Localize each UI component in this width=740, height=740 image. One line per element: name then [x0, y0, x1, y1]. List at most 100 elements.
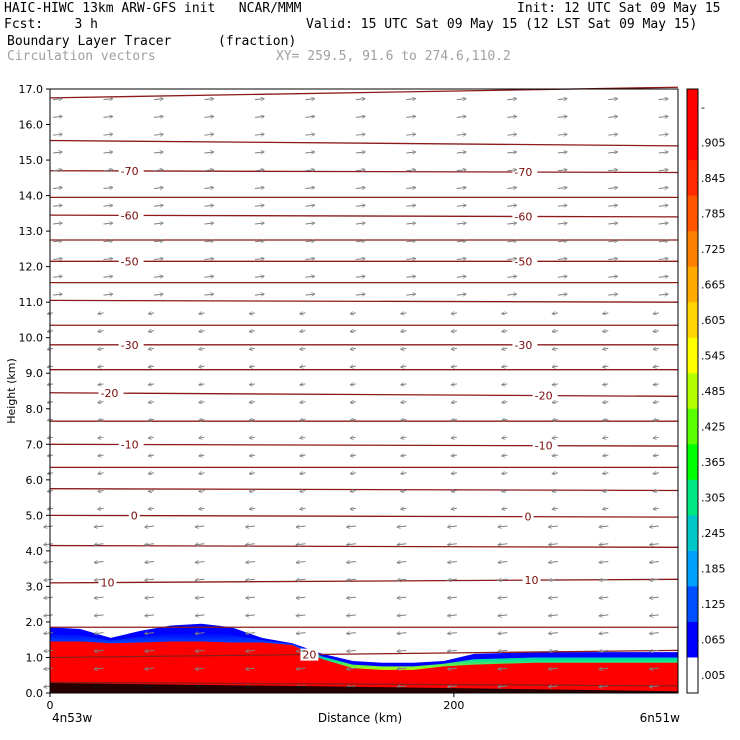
temperature-contour [49, 392, 679, 397]
circulation-vector [149, 331, 155, 332]
circulation-vector [347, 650, 356, 651]
right-endpoint-label: 6n51w [640, 711, 681, 725]
colorbar-label: .305 [701, 492, 726, 505]
circulation-vector [94, 562, 104, 563]
circulation-vector [153, 187, 163, 188]
circulation-vector [199, 348, 205, 349]
circulation-vector [199, 313, 205, 314]
circulation-vector [406, 205, 415, 206]
circulation-vector [502, 473, 508, 474]
circulation-vector [599, 615, 609, 616]
circulation-vector [355, 134, 365, 135]
contour-label: 0 [131, 510, 138, 523]
circulation-vector [498, 562, 508, 563]
circulation-vector [149, 508, 155, 509]
colorbar-swatch [687, 195, 698, 232]
circulation-vector [305, 187, 314, 188]
circulation-vector [350, 331, 356, 332]
circulation-vector [549, 597, 558, 598]
circulation-vector [658, 223, 668, 224]
circulation-vector [246, 615, 255, 616]
circulation-vector [44, 544, 54, 545]
contour-label-bg [128, 509, 140, 522]
circulation-vector [199, 455, 205, 456]
colorbar: - .905 .845 .785 .725 .665 .605 .545 .485 .425 .36… [686, 88, 726, 694]
contour-label: -60 [121, 209, 139, 222]
circulation-vector [153, 99, 163, 100]
circulation-vector [658, 276, 668, 277]
circulation-vector [451, 313, 457, 314]
colorbar-label: .185 [701, 563, 726, 576]
circulation-vector [52, 223, 62, 224]
circulation-vector [52, 294, 62, 295]
circulation-vector [254, 134, 264, 135]
circulation-vector [608, 223, 617, 224]
circulation-vector [204, 116, 213, 117]
circulation-vector [507, 134, 516, 135]
circulation-vector [103, 152, 112, 153]
circulation-vector [557, 99, 567, 100]
circulation-vector [199, 437, 205, 438]
circulation-vector [199, 490, 205, 491]
y-tick-label: 0.0 [26, 687, 44, 700]
colorbar-swatch [687, 160, 698, 197]
circulation-vector [250, 437, 256, 438]
y-tick-label: 17.0 [19, 83, 44, 96]
circulation-vector [246, 544, 255, 545]
circulation-vector [350, 473, 356, 474]
circulation-vector [406, 294, 415, 295]
circulation-vector [153, 294, 163, 295]
circulation-vector [145, 615, 155, 616]
circulation-vector [246, 562, 255, 563]
circulation-vector [552, 366, 558, 367]
colorbar-label: .605 [701, 314, 726, 327]
circulation-vector [502, 437, 508, 438]
circulation-vector [498, 615, 508, 616]
circulation-vector [608, 259, 617, 260]
circulation-vector [98, 455, 104, 456]
circulation-vector [103, 276, 112, 277]
circulation-vector [350, 348, 356, 349]
colorbar-swatch [687, 657, 698, 694]
circulation-vector [653, 455, 659, 456]
circulation-vector [250, 402, 256, 403]
circulation-vector [98, 331, 104, 332]
temperature-contour [49, 170, 679, 174]
contour-label-bg [118, 209, 144, 222]
colorbar-swatch [687, 408, 698, 445]
circulation-vector [254, 187, 264, 188]
circulation-vector [456, 276, 466, 277]
circulation-vector [401, 331, 407, 332]
circulation-vector [347, 579, 356, 580]
contour-label-bg [512, 255, 538, 268]
circulation-vector [603, 402, 609, 403]
circulation-vector [300, 366, 306, 367]
circulation-vector [195, 562, 205, 563]
circulation-vector [549, 544, 558, 545]
circulation-vector [103, 241, 112, 242]
colorbar-frame [686, 88, 699, 694]
circulation-vector [406, 170, 415, 171]
circulation-vector [456, 116, 466, 117]
circulation-vector [653, 473, 659, 474]
temperature-contour [49, 299, 679, 303]
circulation-vector [448, 562, 457, 563]
circulation-vector [195, 579, 205, 580]
contour-label-bg [532, 389, 558, 402]
circulation-vector [456, 259, 466, 260]
circulation-vector [603, 384, 609, 385]
colorbar-swatch [687, 586, 698, 623]
circulation-vector [650, 544, 659, 545]
circulation-vector [552, 508, 558, 509]
circulation-vector [552, 455, 558, 456]
circulation-vector [52, 276, 62, 277]
circulation-vector [254, 259, 264, 260]
circulation-vector [599, 544, 609, 545]
colorbar-swatch [687, 231, 698, 268]
circulation-vector [549, 650, 558, 651]
circulation-vector [498, 526, 508, 527]
circulation-vector [305, 116, 314, 117]
colorbar-label: .905 [701, 136, 726, 149]
circulation-vector [153, 259, 163, 260]
y-tick-label: 11.0 [19, 296, 44, 309]
